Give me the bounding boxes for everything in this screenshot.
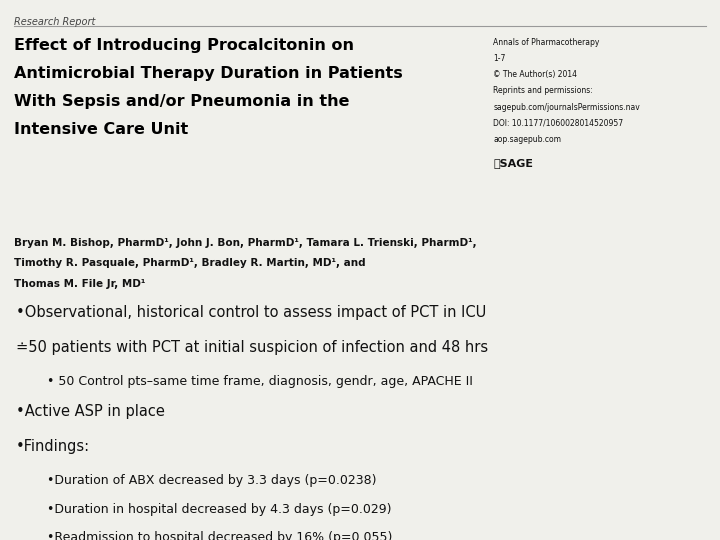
Text: •Readmission to hospital decreased by 16% (p=0.055): •Readmission to hospital decreased by 16… [47, 531, 392, 540]
Text: Thomas M. File Jr, MD¹: Thomas M. File Jr, MD¹ [14, 279, 145, 289]
Text: © The Author(s) 2014: © The Author(s) 2014 [493, 70, 577, 79]
Text: sagepub.com/journalsPermissions.nav: sagepub.com/journalsPermissions.nav [493, 103, 640, 112]
Text: 1-7: 1-7 [493, 54, 505, 63]
Text: Reprints and permissions:: Reprints and permissions: [493, 86, 593, 96]
Text: ⓈSAGE: ⓈSAGE [493, 158, 534, 168]
Text: Antimicrobial Therapy Duration in Patients: Antimicrobial Therapy Duration in Patien… [14, 66, 403, 81]
Text: •Findings:: •Findings: [16, 439, 90, 454]
Text: With Sepsis and/or Pneumonia in the: With Sepsis and/or Pneumonia in the [14, 94, 350, 109]
Text: Timothy R. Pasquale, PharmD¹, Bradley R. Martin, MD¹, and: Timothy R. Pasquale, PharmD¹, Bradley R.… [14, 258, 366, 268]
Text: aop.sagepub.com: aop.sagepub.com [493, 135, 561, 144]
Text: DOI: 10.1177/1060028014520957: DOI: 10.1177/1060028014520957 [493, 119, 624, 128]
Text: Research Report: Research Report [14, 17, 96, 28]
Text: •Duration of ABX decreased by 3.3 days (p=0.0238): •Duration of ABX decreased by 3.3 days (… [47, 474, 377, 487]
Text: ≐50 patients with PCT at initial suspicion of infection and 48 hrs: ≐50 patients with PCT at initial suspici… [16, 340, 488, 355]
Text: •Duration in hospital decreased by 4.3 days (p=0.029): •Duration in hospital decreased by 4.3 d… [47, 503, 391, 516]
Text: Intensive Care Unit: Intensive Care Unit [14, 122, 189, 137]
Text: • 50 Control pts–same time frame, diagnosis, gendr, age, APACHE II: • 50 Control pts–same time frame, diagno… [47, 375, 472, 388]
Text: Annals of Pharmacotherapy: Annals of Pharmacotherapy [493, 38, 600, 47]
Text: •Active ASP in place: •Active ASP in place [16, 404, 165, 419]
Text: •Observational, historical control to assess impact of PCT in ICU: •Observational, historical control to as… [16, 305, 486, 320]
Text: Bryan M. Bishop, PharmD¹, John J. Bon, PharmD¹, Tamara L. Trienski, PharmD¹,: Bryan M. Bishop, PharmD¹, John J. Bon, P… [14, 238, 477, 248]
Text: Effect of Introducing Procalcitonin on: Effect of Introducing Procalcitonin on [14, 38, 354, 53]
